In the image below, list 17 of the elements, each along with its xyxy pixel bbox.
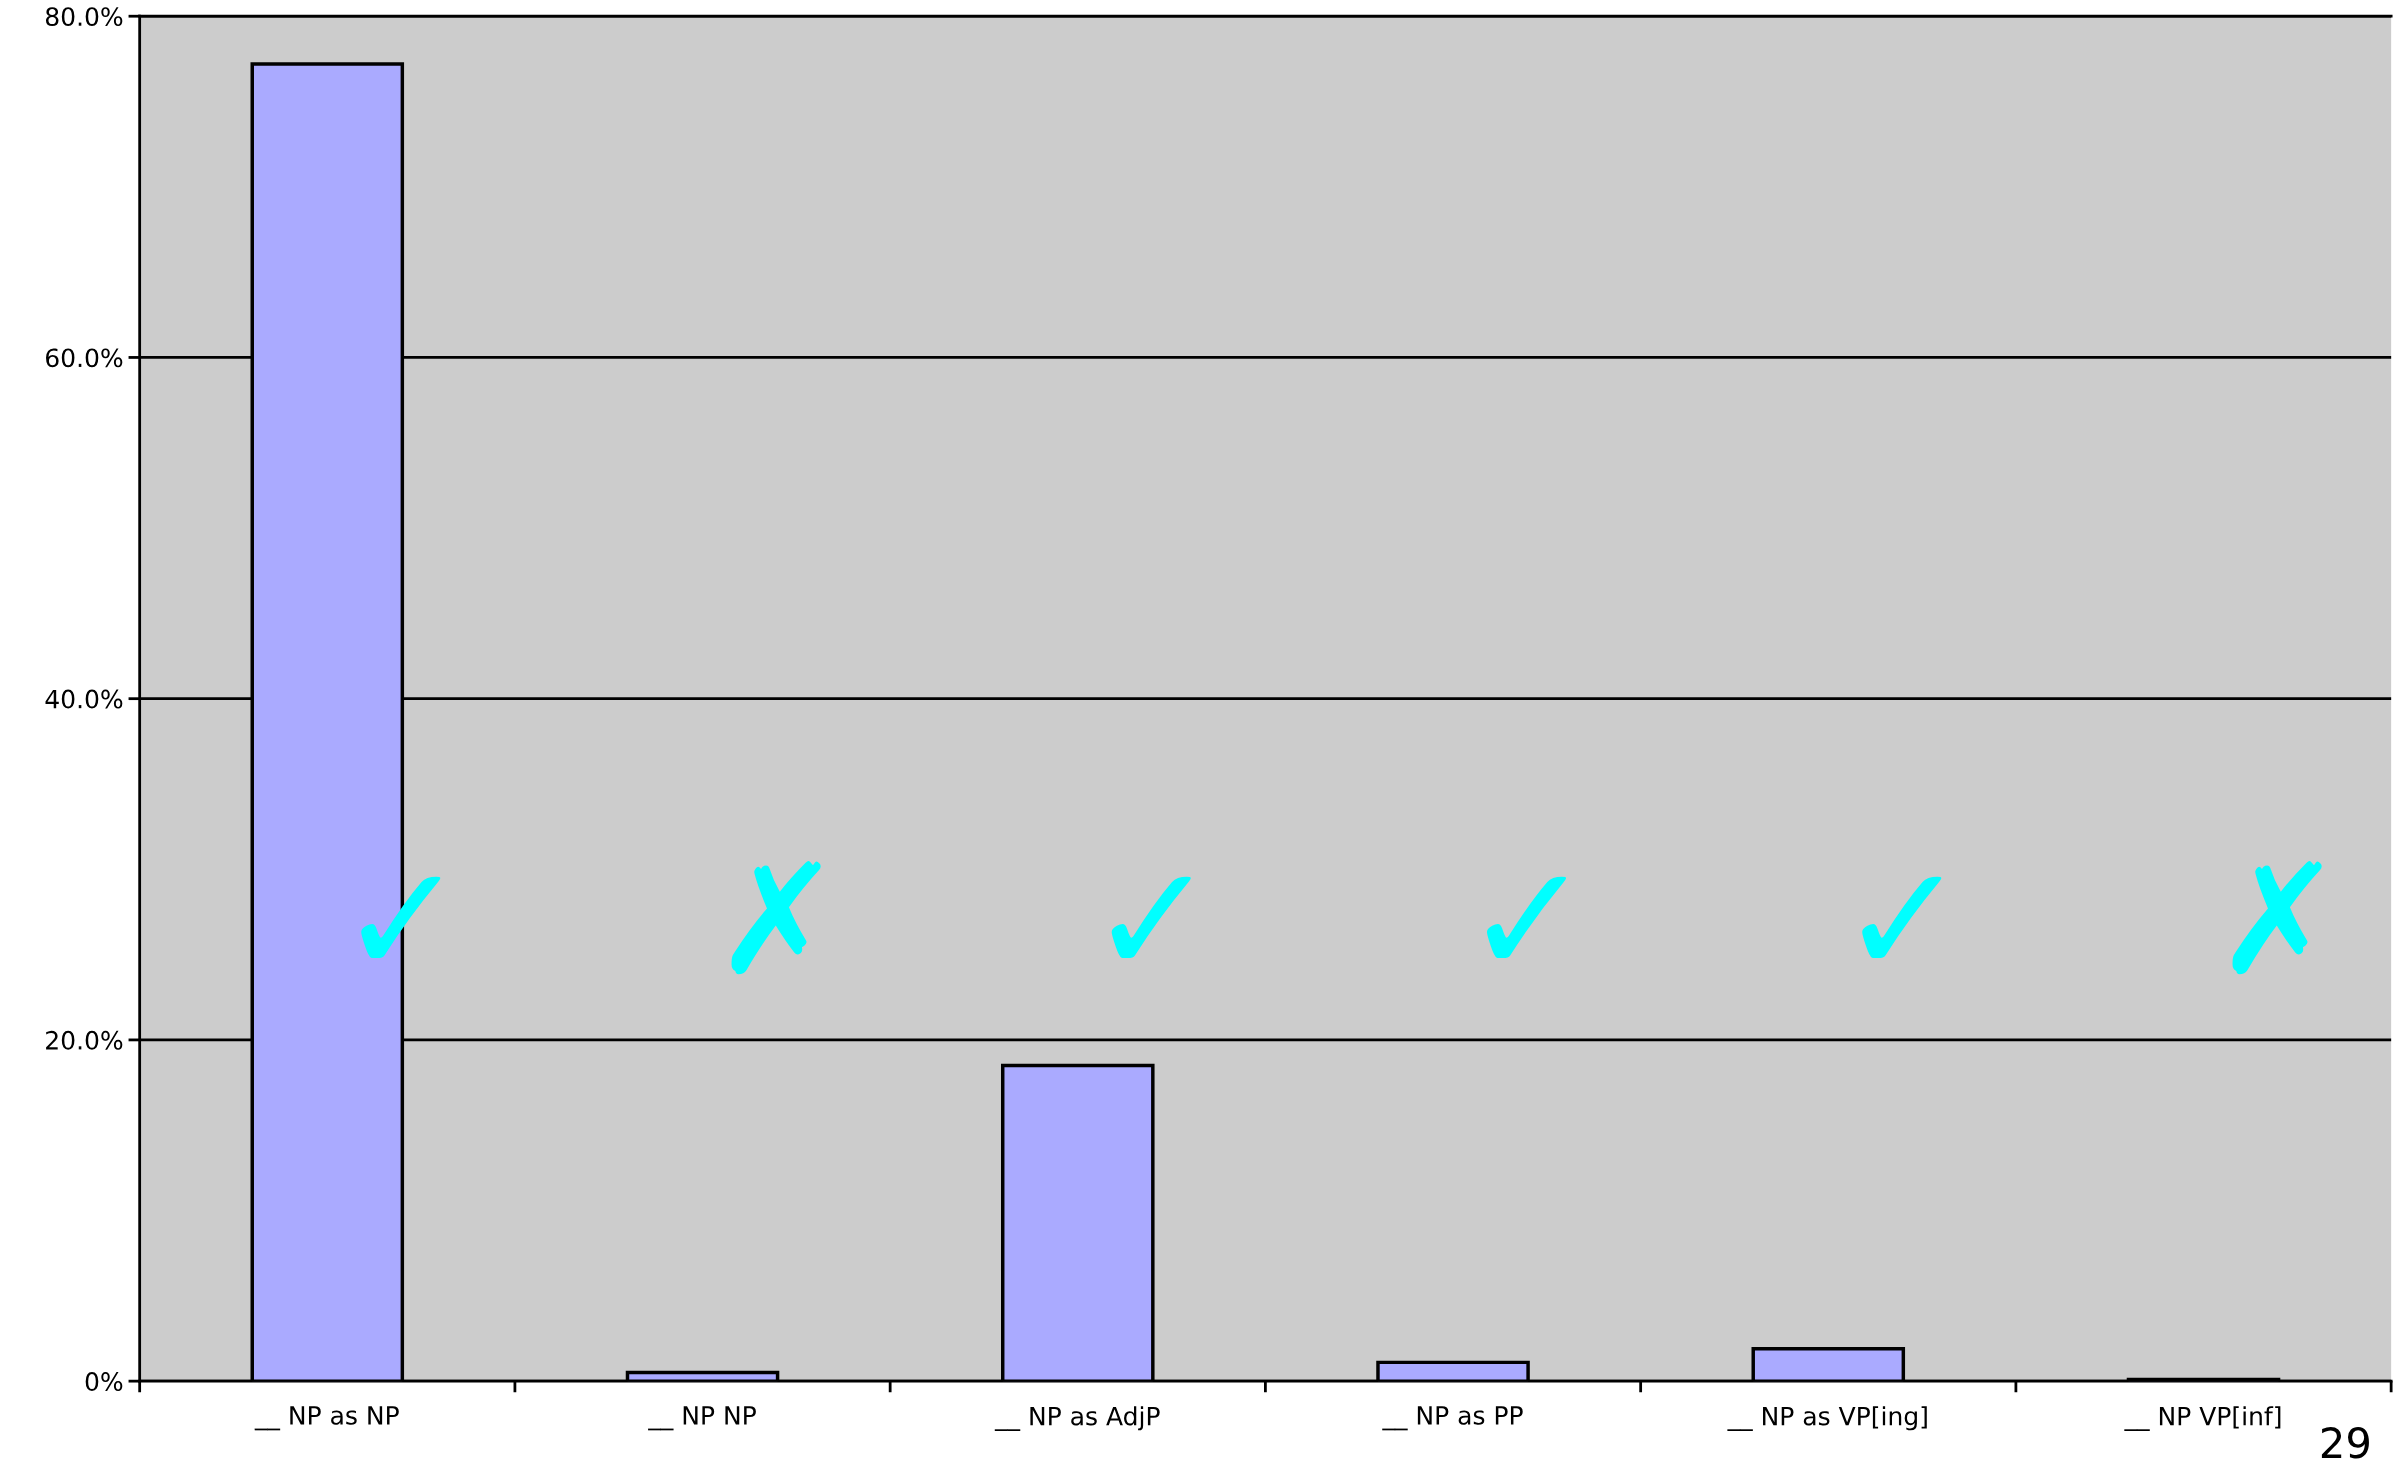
y-tick-label: 40.0% [45,689,123,709]
y-tick-label: 20.0% [46,1030,123,1050]
text: 29 [2321,1427,2369,1459]
y-tick-label: 80.0% [45,7,123,27]
annotation: ✗ [2232,860,2322,975]
y-tick-label: 0% [85,1372,123,1391]
x-tick-label: __ NP VP[inf] [2124,1406,2281,1432]
annotation: ✓ [1486,876,1567,959]
y-tick-label: 60.0% [46,348,123,368]
x-tick-label: __ NP NP [648,1406,756,1431]
annotation: ✓ [1111,876,1191,959]
x-tick-label: __ NP as NP [254,1406,399,1431]
x-tick-label: __ NP as VP[ing] [1727,1406,1927,1432]
x-tick-label: __ NP as PP [1382,1406,1523,1431]
x-tick-label: __ NP as AdjP [994,1406,1160,1432]
annotation: ✓ [1862,876,1942,959]
annotation: ✗ [731,860,821,975]
